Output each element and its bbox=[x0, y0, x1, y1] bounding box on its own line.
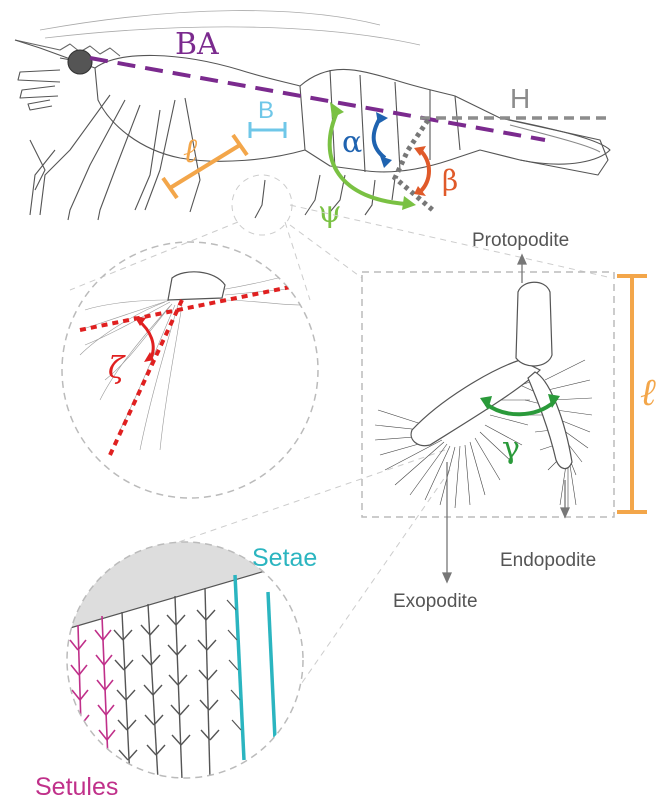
zeta-label: ζ bbox=[108, 351, 126, 386]
setae-strands-highlight bbox=[233, 574, 278, 761]
zoom-guide-lines bbox=[69, 174, 613, 701]
endopodite-label: Endopodite bbox=[500, 550, 596, 571]
length-marker-shrimp bbox=[161, 133, 249, 200]
setae-magnification bbox=[67, 542, 303, 778]
pleopod-detail-box bbox=[361, 271, 615, 518]
length-marker-pleopod bbox=[617, 274, 647, 514]
psi-label: ψ bbox=[318, 195, 342, 230]
psi-angle-arc bbox=[327, 109, 409, 206]
alpha-angle-arc bbox=[371, 116, 387, 160]
setae-strands-gray bbox=[113, 587, 220, 778]
length-label-shrimp: ℓ bbox=[183, 131, 197, 171]
setae-label: Setae bbox=[252, 544, 317, 572]
beta-angle-arc bbox=[418, 148, 431, 194]
label-arrows bbox=[441, 253, 571, 584]
zoomed-pleopod-base bbox=[79, 271, 301, 456]
carapace-outline bbox=[94, 54, 306, 162]
pleopod-angle-line bbox=[391, 118, 437, 214]
exopodite-label: Exopodite bbox=[393, 591, 478, 612]
width-label: B bbox=[258, 97, 274, 124]
eye bbox=[67, 49, 93, 75]
gamma-label: γ bbox=[502, 431, 520, 466]
protopodite-label: Protopodite bbox=[472, 230, 569, 251]
gamma-angle-arc bbox=[484, 400, 556, 417]
alpha-label: α bbox=[342, 125, 362, 160]
beta-label: β bbox=[442, 164, 458, 197]
setules-label: Setules bbox=[35, 773, 118, 801]
length-label-pleopod: ℓ bbox=[640, 370, 656, 414]
magnification-circle bbox=[66, 541, 304, 779]
shrimp-illustration bbox=[14, 10, 611, 221]
zoom-circle bbox=[61, 241, 319, 499]
body-axis-label: BA bbox=[175, 27, 219, 62]
width-marker bbox=[248, 122, 287, 138]
pleopod-detail bbox=[374, 281, 593, 510]
horizontal-label: H bbox=[510, 83, 530, 114]
body-axis-line bbox=[89, 56, 546, 142]
